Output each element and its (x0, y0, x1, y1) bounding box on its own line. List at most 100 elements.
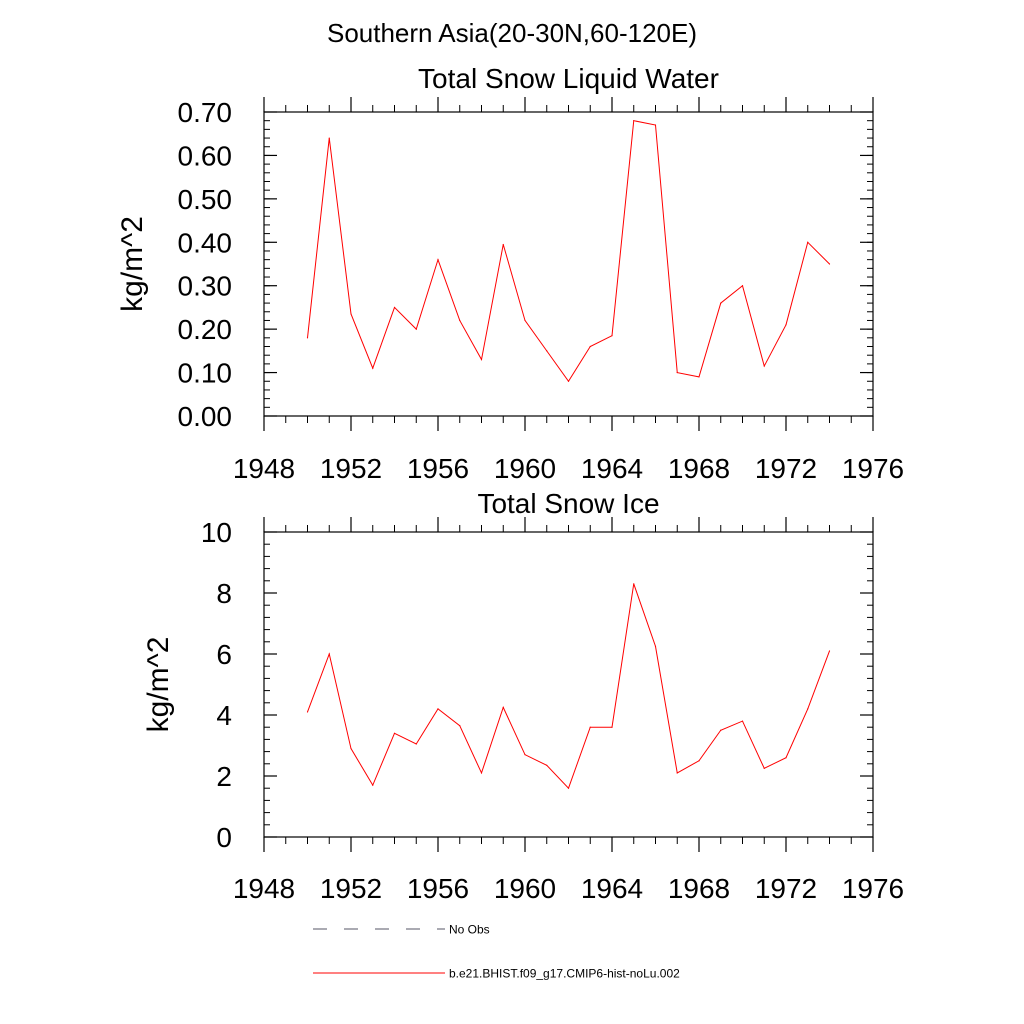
x-tick-label: 1952 (320, 873, 382, 904)
y-tick-label: 8 (216, 578, 232, 609)
data-point (611, 335, 613, 337)
data-point (393, 732, 396, 734)
data-point (350, 313, 352, 315)
data-point (524, 754, 526, 756)
legend-label: No Obs (449, 923, 490, 937)
x-tick-label: 1964 (581, 453, 643, 484)
chart-title: Total Snow Liquid Water (418, 63, 719, 94)
x-tick-label: 1972 (755, 873, 817, 904)
y-tick-label: 10 (201, 517, 232, 548)
x-tick-label: 1976 (842, 873, 904, 904)
x-tick-label: 1968 (668, 453, 730, 484)
data-point (567, 380, 570, 382)
data-point (807, 241, 809, 243)
x-tick-label: 1956 (407, 453, 469, 484)
data-point (633, 120, 635, 122)
x-tick-label: 1956 (407, 873, 469, 904)
data-point (459, 725, 461, 727)
data-point (306, 337, 309, 339)
series-1 (306, 583, 831, 790)
y-tick-label: 0.30 (178, 271, 233, 302)
data-point (350, 747, 352, 750)
legend: No Obs b.e21.BHIST.f09_g17.CMIP6-hist-noL… (313, 923, 680, 981)
data-point (328, 137, 330, 139)
data-point (720, 729, 722, 731)
data-point (459, 319, 461, 322)
data-point (524, 319, 526, 322)
y-tick-label: 0.40 (178, 227, 233, 258)
chart-panel-1: Total Snow Liquid Water 0.00 0.10 0.20 0.30 0… (116, 63, 904, 484)
y-tick-label: 2 (216, 761, 232, 792)
legend-item-2: b.e21.BHIST.f09_g17.CMIP6-hist-noLu.002 (313, 967, 680, 981)
data-point (698, 760, 700, 762)
figure-title: Southern Asia(20-30N,60-120E) (327, 18, 697, 48)
data-point (415, 743, 417, 745)
data-point (372, 784, 374, 786)
data-point (611, 726, 613, 728)
plot-frame (263, 531, 874, 838)
x-tick-label: 1952 (320, 453, 382, 484)
x-tick-label: 1964 (581, 873, 643, 904)
series-1 (306, 120, 831, 383)
data-point (785, 757, 787, 759)
y-axis-label: kg/m^2 (116, 216, 149, 312)
data-point (741, 285, 744, 287)
series-line (307, 583, 830, 790)
x-tick-label: 1968 (668, 873, 730, 904)
data-point (807, 708, 809, 710)
data-point (785, 324, 787, 326)
data-point (589, 726, 591, 728)
x-tick-label: 1960 (494, 453, 556, 484)
data-point (502, 706, 504, 708)
x-tick-label: 1948 (233, 873, 295, 904)
data-point (567, 787, 570, 789)
data-point (328, 653, 330, 655)
x-tick-label: 1960 (494, 873, 556, 904)
chart-title: Total Snow Ice (477, 488, 659, 519)
y-tick-label: 0.00 (178, 401, 233, 432)
y-tick-label: 0 (216, 822, 232, 853)
x-tick-label: 1972 (755, 453, 817, 484)
data-point (654, 645, 657, 647)
y-tick-label: 0.60 (178, 140, 233, 171)
data-point (372, 367, 374, 369)
data-point (741, 720, 744, 722)
data-point (676, 371, 678, 374)
data-point (828, 650, 831, 652)
data-point (546, 764, 548, 766)
data-point (546, 350, 548, 352)
data-point (654, 124, 657, 126)
data-point (676, 772, 678, 774)
y-axis-label: kg/m^2 (142, 637, 175, 733)
y-tick-label: 0.10 (178, 358, 233, 389)
legend-label: b.e21.BHIST.f09_g17.CMIP6-hist-noLu.002 (449, 967, 680, 981)
series-line (307, 120, 830, 383)
y-tick-label: 0.70 (178, 97, 233, 128)
data-point (763, 767, 765, 769)
y-tick-label: 4 (216, 700, 232, 731)
data-point (437, 708, 439, 710)
x-tick-label: 1948 (233, 453, 295, 484)
data-point (720, 302, 722, 304)
data-point (698, 376, 700, 378)
data-point (589, 345, 591, 348)
y-tick-label: 0.20 (178, 314, 233, 345)
plot-frame (263, 111, 874, 417)
legend-item-1: No Obs (313, 923, 490, 937)
x-tick-label: 1976 (842, 453, 904, 484)
data-point (480, 772, 483, 774)
y-tick-label: 6 (216, 639, 232, 670)
data-point (306, 711, 309, 713)
data-point (437, 259, 439, 261)
y-tick-label: 0.50 (178, 184, 233, 215)
data-point (633, 583, 635, 585)
data-point (393, 306, 396, 309)
data-point (415, 328, 417, 330)
data-point (828, 263, 831, 265)
chart-panel-2: Total Snow Ice 0 2 4 6 8 10 1948 1952 1956 1960 196… (142, 488, 904, 904)
chart-panels: Total Snow Liquid Water 0.00 0.10 0.20 0.30 0… (116, 63, 904, 904)
data-point (763, 365, 765, 367)
data-point (480, 358, 483, 361)
data-point (502, 243, 504, 246)
